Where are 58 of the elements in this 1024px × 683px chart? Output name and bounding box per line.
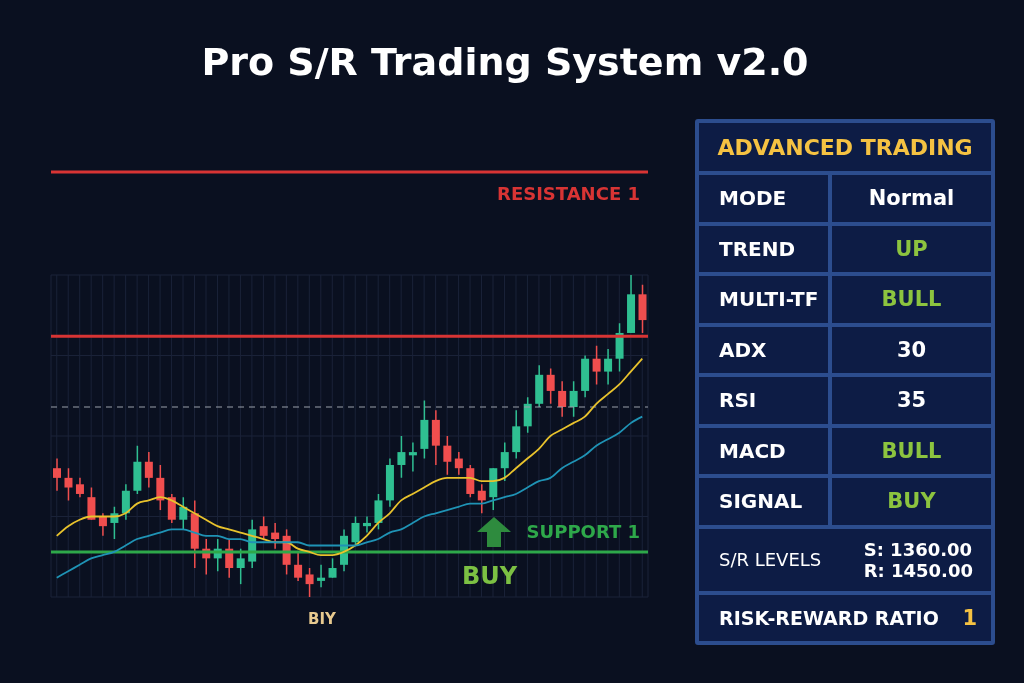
text: BULL [830,425,993,476]
ref-line-label: RESISTANCE 1 [497,182,640,204]
text: RISK-REWARD RATIO [719,606,939,629]
text: MACD [697,425,830,476]
candlestick [443,435,452,476]
text: SIGNAL [697,476,830,527]
text: 30 [830,324,993,375]
text: UP [830,223,993,274]
text: TREND [697,223,830,274]
candlestick [179,496,188,531]
text: ADX [697,324,830,375]
text: R: 1450.00 [863,559,973,581]
candlestick [546,367,555,405]
candlestick [121,483,130,521]
candlestick [328,557,337,579]
candlestick [351,515,360,547]
candlestick [87,486,96,521]
candlestick [477,483,486,515]
chart-title: Pro S/R Trading System v2.0 [200,40,810,84]
text: S: 1360.00 [863,538,973,560]
candlestick [156,464,165,511]
candlestick [110,506,119,540]
candlestick [592,345,601,386]
candlestick [236,547,245,585]
candlestick [167,493,176,524]
candlestick [294,551,303,582]
candlestick [53,457,61,492]
candlestick [374,493,383,531]
ref-line-label: SUPPORT 1 [526,520,640,542]
candlestick [397,435,406,479]
candlestick [317,564,326,589]
candlestick [558,380,567,418]
annotation: BUY [462,562,518,590]
text: MULTI-TF [697,274,830,325]
text: 35 [830,375,993,426]
text: ADVANCED TRADING [697,121,993,173]
candlestick [500,441,509,482]
candlestick [569,380,578,418]
candlestick [64,467,73,502]
candlestick [98,512,107,537]
text: S/R LEVELS [719,549,822,570]
candlestick [259,515,268,540]
candlestick [454,451,463,476]
candlestick [75,477,84,498]
text: RSI [697,375,830,426]
text: 1 [962,605,977,630]
text: BUY [830,476,993,527]
candlestick [305,567,314,597]
candlestick [144,451,153,489]
candlestick [271,522,280,550]
text: BULL [830,274,993,325]
candlestick [604,348,613,386]
text: Normal [830,173,993,224]
text: MODE [697,173,830,224]
candlestick [408,441,417,473]
candlestick [523,396,532,434]
text: BIY [308,610,336,628]
candlestick [362,515,371,534]
